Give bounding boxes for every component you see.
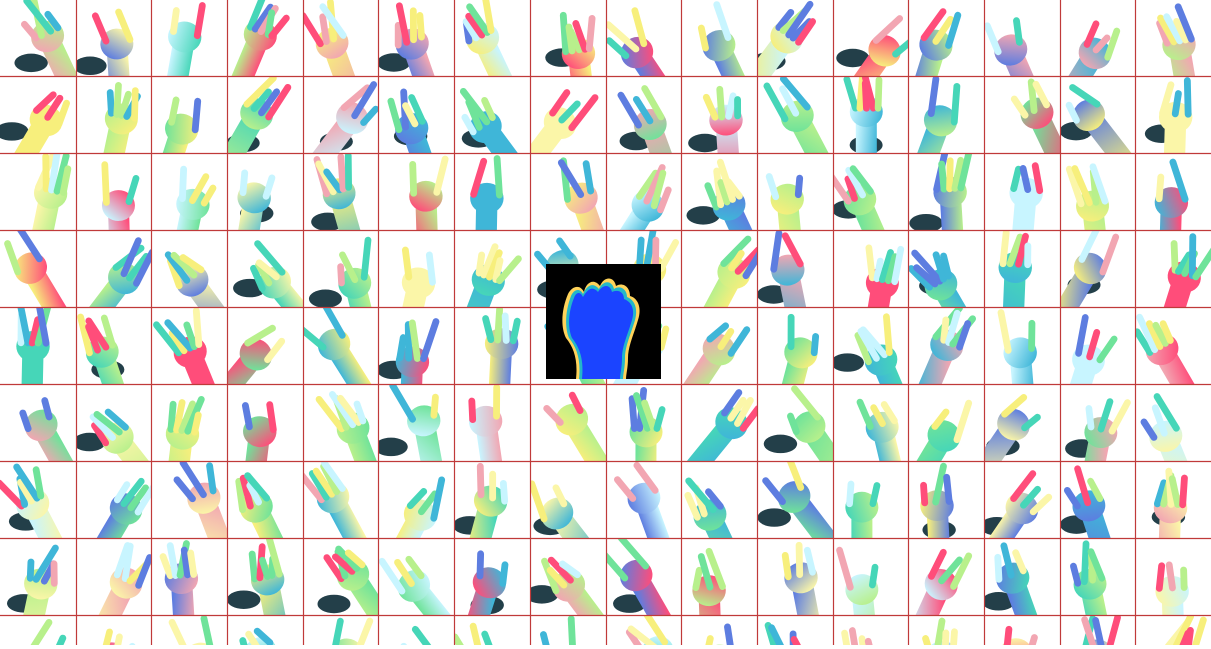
hand-thumbnail xyxy=(908,615,984,645)
depth-map-tile xyxy=(546,264,661,379)
hand-thumbnail xyxy=(448,616,530,645)
hand-thumbnail xyxy=(833,616,908,645)
hand-thumbnail xyxy=(681,616,757,645)
hand-thumbnail xyxy=(530,614,606,645)
depth-hand-image xyxy=(546,264,661,379)
hand-thumbnail xyxy=(977,616,1060,645)
hand-thumbnail xyxy=(757,616,833,645)
hand-thumbnail xyxy=(0,616,77,645)
hand-thumbnail xyxy=(303,614,378,645)
hand-thumbnail xyxy=(227,616,312,645)
hand-thumbnail xyxy=(1060,613,1135,645)
